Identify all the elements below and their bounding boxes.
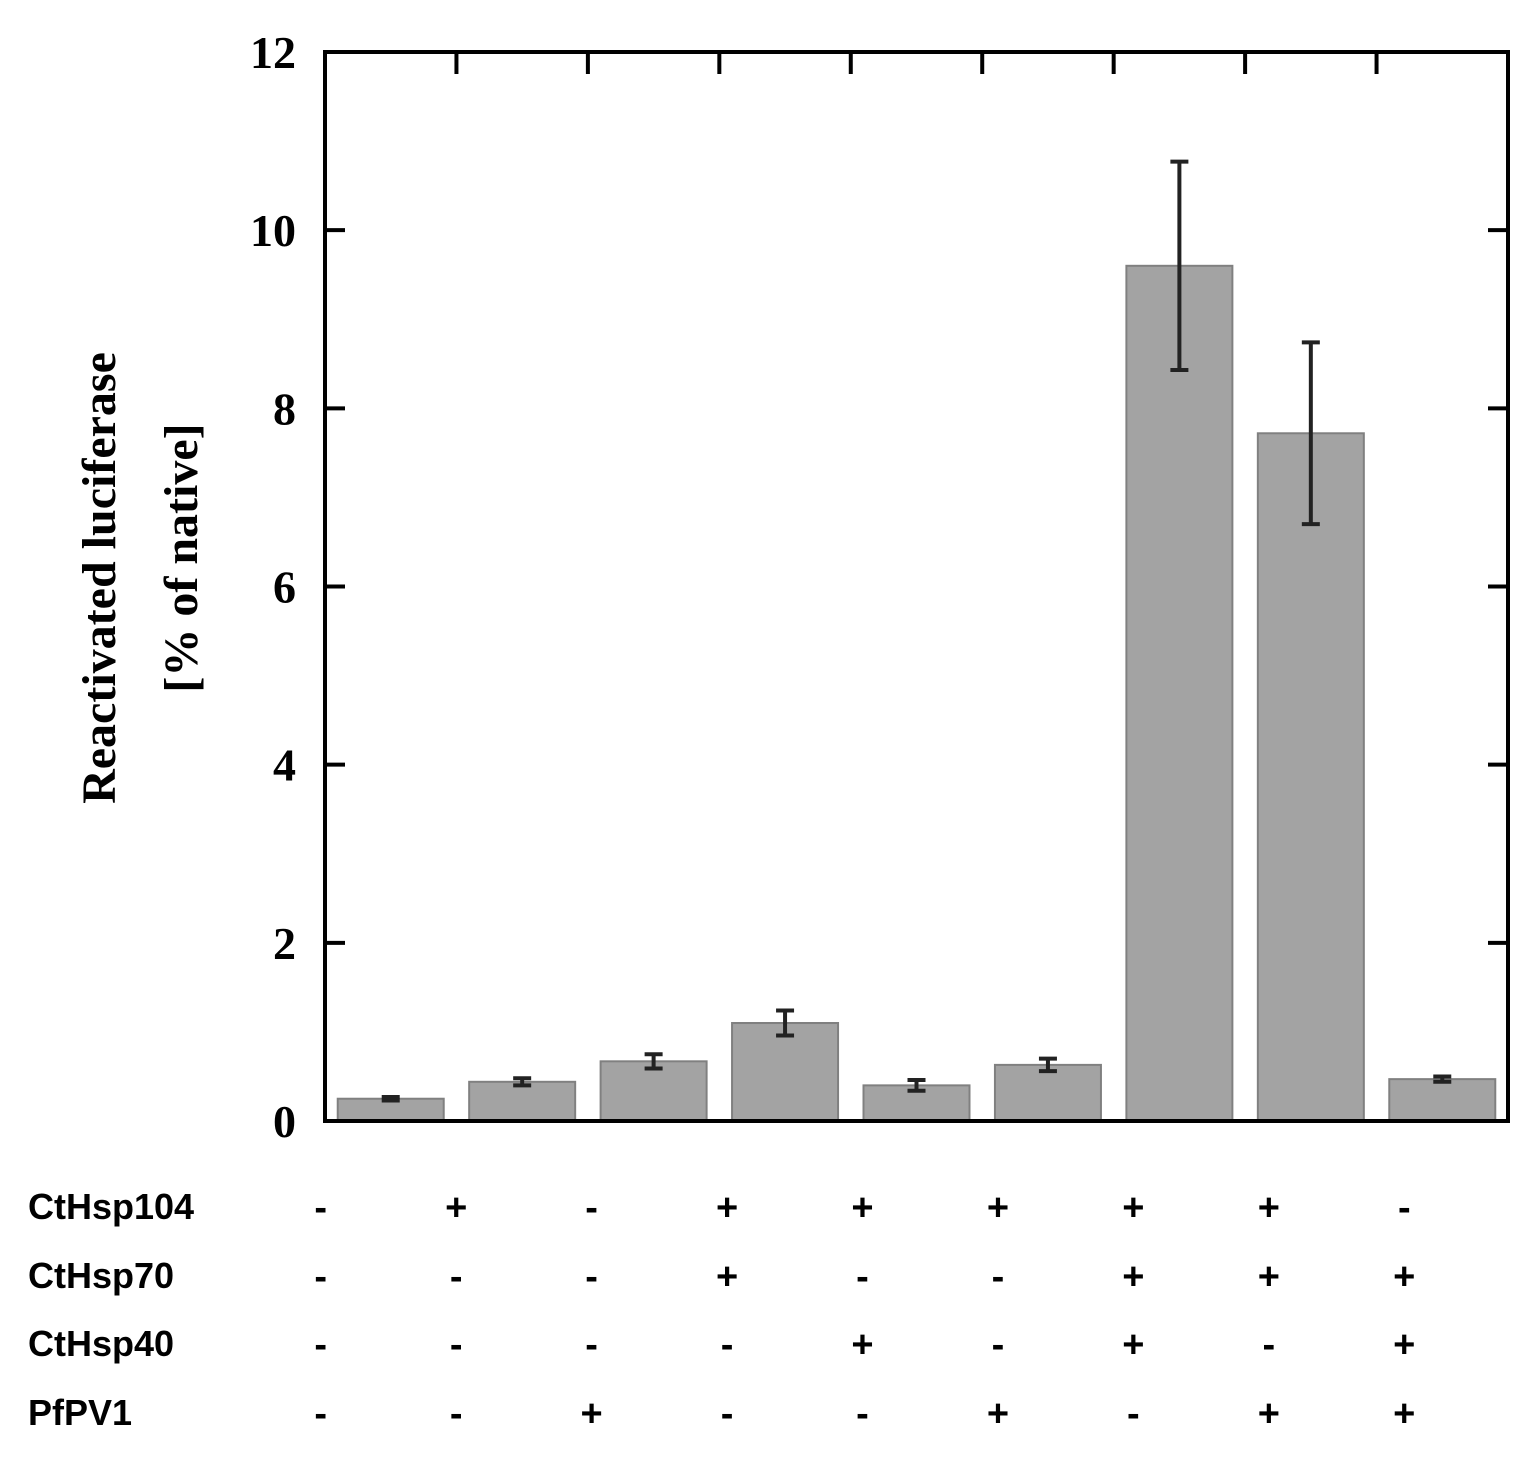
- error-bar-4: [776, 1008, 795, 1038]
- error-bar-6: [1038, 1056, 1057, 1074]
- condition-mark-pfpv1-7: -: [1127, 1393, 1140, 1435]
- condition-mark-cthsp104-8: +: [1258, 1187, 1280, 1229]
- condition-mark-cthsp40-4: -: [721, 1324, 734, 1366]
- error-bar-7: [1170, 159, 1189, 373]
- condition-label-cthsp40: CtHsp40: [28, 1323, 174, 1364]
- condition-mark-cthsp70-6: -: [992, 1256, 1005, 1298]
- condition-mark-cthsp40-1: -: [314, 1324, 327, 1366]
- y-tick-label-2: 2: [273, 918, 296, 969]
- condition-mark-pfpv1-2: -: [450, 1393, 463, 1435]
- error-bars-layer: [381, 159, 1452, 1103]
- error-bar-1: [381, 1094, 400, 1103]
- condition-mark-pfpv1-3: +: [581, 1393, 603, 1435]
- condition-mark-cthsp104-6: +: [987, 1187, 1009, 1229]
- condition-mark-cthsp104-2: +: [445, 1187, 467, 1229]
- condition-mark-cthsp70-9: +: [1393, 1256, 1415, 1298]
- y-tick-label-8: 8: [273, 383, 296, 434]
- condition-mark-cthsp40-5: +: [851, 1324, 873, 1366]
- bar-3: [599, 1060, 708, 1123]
- y-axis-label-line-2: [% of native]: [155, 423, 208, 692]
- bar-7: [1125, 264, 1234, 1122]
- condition-mark-cthsp40-8: -: [1263, 1324, 1276, 1366]
- condition-mark-pfpv1-8: +: [1258, 1393, 1280, 1435]
- y-tick-label-4: 4: [273, 740, 296, 791]
- condition-label-cthsp70: CtHsp70: [28, 1255, 174, 1296]
- y-tick-label-10: 10: [250, 205, 296, 256]
- condition-mark-cthsp104-1: -: [314, 1187, 327, 1229]
- error-bar-8: [1301, 340, 1320, 527]
- y-tick-label-12: 12: [250, 27, 296, 78]
- condition-mark-cthsp70-4: +: [716, 1256, 738, 1298]
- condition-mark-pfpv1-5: -: [856, 1393, 869, 1435]
- y-tick-label-0: 0: [273, 1096, 296, 1147]
- y-tick-labels: 0 2 4 6 8 10 12: [250, 27, 296, 1147]
- condition-mark-cthsp40-6: -: [992, 1324, 1005, 1366]
- bar-4: [731, 1022, 840, 1123]
- y-tick-label-6: 6: [273, 562, 296, 613]
- error-bar-9: [1433, 1074, 1452, 1084]
- condition-label-pfpv1: PfPV1: [28, 1392, 132, 1433]
- condition-mark-cthsp70-1: -: [314, 1256, 327, 1298]
- condition-mark-cthsp104-5: +: [851, 1187, 873, 1229]
- condition-label-cthsp104: CtHsp104: [28, 1186, 194, 1227]
- bar-8: [1256, 432, 1365, 1122]
- bar-9: [1388, 1078, 1497, 1123]
- condition-mark-cthsp70-3: -: [585, 1256, 598, 1298]
- condition-mark-cthsp70-7: +: [1122, 1256, 1144, 1298]
- condition-mark-cthsp40-2: -: [450, 1324, 463, 1366]
- condition-mark-pfpv1-1: -: [314, 1393, 327, 1435]
- condition-mark-cthsp104-3: -: [585, 1187, 598, 1229]
- error-bar-2: [513, 1076, 532, 1088]
- bar-2: [468, 1080, 577, 1123]
- condition-mark-pfpv1-9: +: [1393, 1393, 1415, 1435]
- condition-mark-cthsp70-5: -: [856, 1256, 869, 1298]
- y-axis-label: Reactivated luciferase [% of native]: [73, 352, 208, 804]
- y-axis-label-line-1: Reactivated luciferase: [73, 352, 126, 804]
- condition-table: CtHsp104 - + - + + + + + - CtHsp70 - - - + - - + + + CtHsp40…: [28, 1186, 1415, 1435]
- condition-mark-cthsp104-4: +: [716, 1187, 738, 1229]
- condition-mark-pfpv1-6: +: [987, 1393, 1009, 1435]
- error-bar-5: [907, 1078, 926, 1093]
- condition-mark-pfpv1-4: -: [721, 1393, 734, 1435]
- condition-mark-cthsp40-9: +: [1393, 1324, 1415, 1366]
- bar-6: [993, 1063, 1102, 1122]
- bars-layer: [336, 264, 1497, 1123]
- condition-mark-cthsp40-3: -: [585, 1324, 598, 1366]
- condition-mark-cthsp70-2: -: [450, 1256, 463, 1298]
- condition-mark-cthsp70-8: +: [1258, 1256, 1280, 1298]
- condition-mark-cthsp104-7: +: [1122, 1187, 1144, 1229]
- error-bar-3: [644, 1052, 663, 1071]
- axes-layer: [323, 50, 1510, 1123]
- condition-mark-cthsp40-7: +: [1122, 1324, 1144, 1366]
- condition-mark-cthsp104-9: -: [1398, 1187, 1411, 1229]
